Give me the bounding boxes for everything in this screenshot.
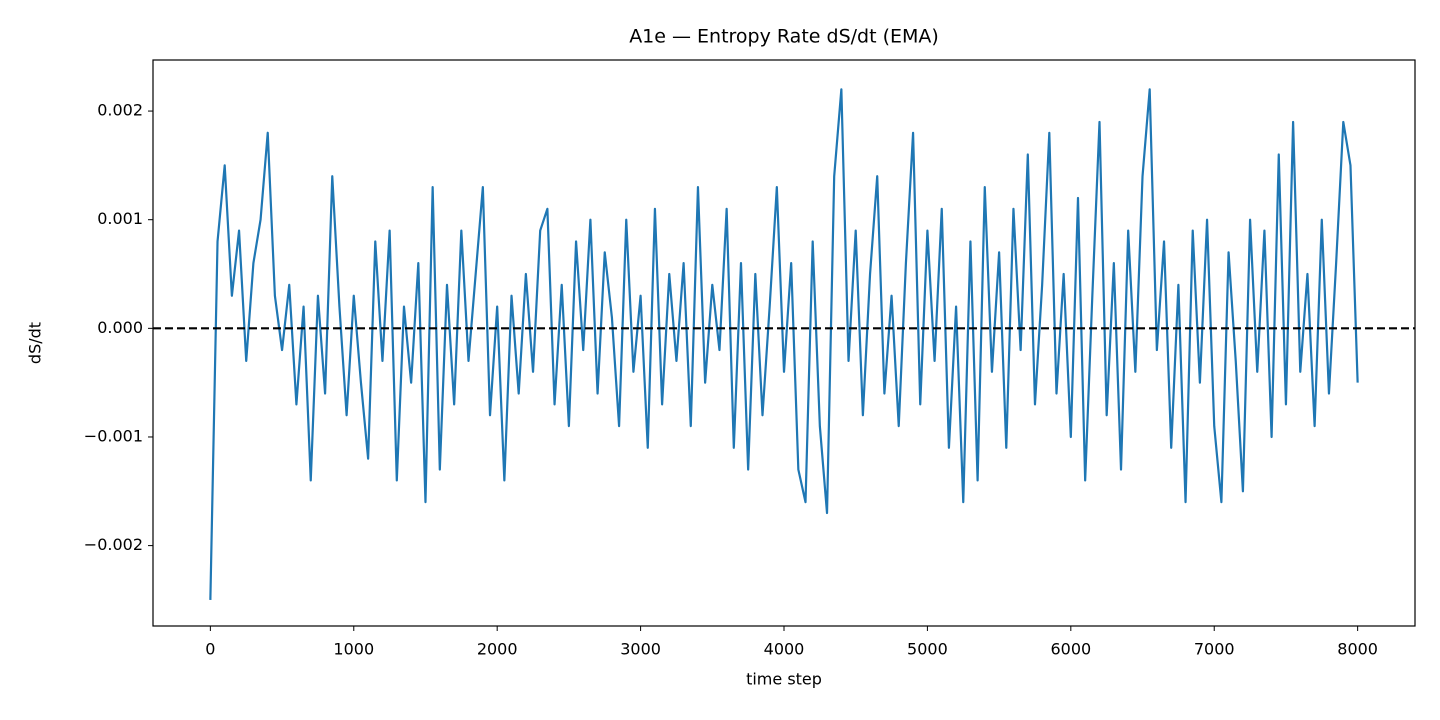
x-tick-label: 2000 (477, 640, 518, 659)
y-tick-label: 0.000 (97, 318, 143, 337)
line-series (209, 88, 1359, 600)
x-tick-label: 7000 (1194, 640, 1235, 659)
x-tick-label: 4000 (764, 640, 805, 659)
x-tick-label: 8000 (1337, 640, 1378, 659)
x-tick-label: 1000 (333, 640, 374, 659)
y-tick-label: 0.002 (97, 101, 143, 120)
x-tick-label: 3000 (620, 640, 661, 659)
y-tick-label: −0.002 (84, 535, 143, 554)
x-tick-label: 6000 (1050, 640, 1091, 659)
x-tick-label: 0 (205, 640, 215, 659)
plot-frame (152, 59, 1416, 627)
y-axis-label: dS/dt (26, 322, 45, 364)
x-tick-label: 5000 (907, 640, 948, 659)
chart-title: A1e — Entropy Rate dS/dt (EMA) (629, 26, 939, 48)
x-axis-label: time step (746, 670, 822, 689)
y-tick-label: 0.001 (97, 209, 143, 228)
y-tick-label: −0.001 (84, 426, 143, 445)
